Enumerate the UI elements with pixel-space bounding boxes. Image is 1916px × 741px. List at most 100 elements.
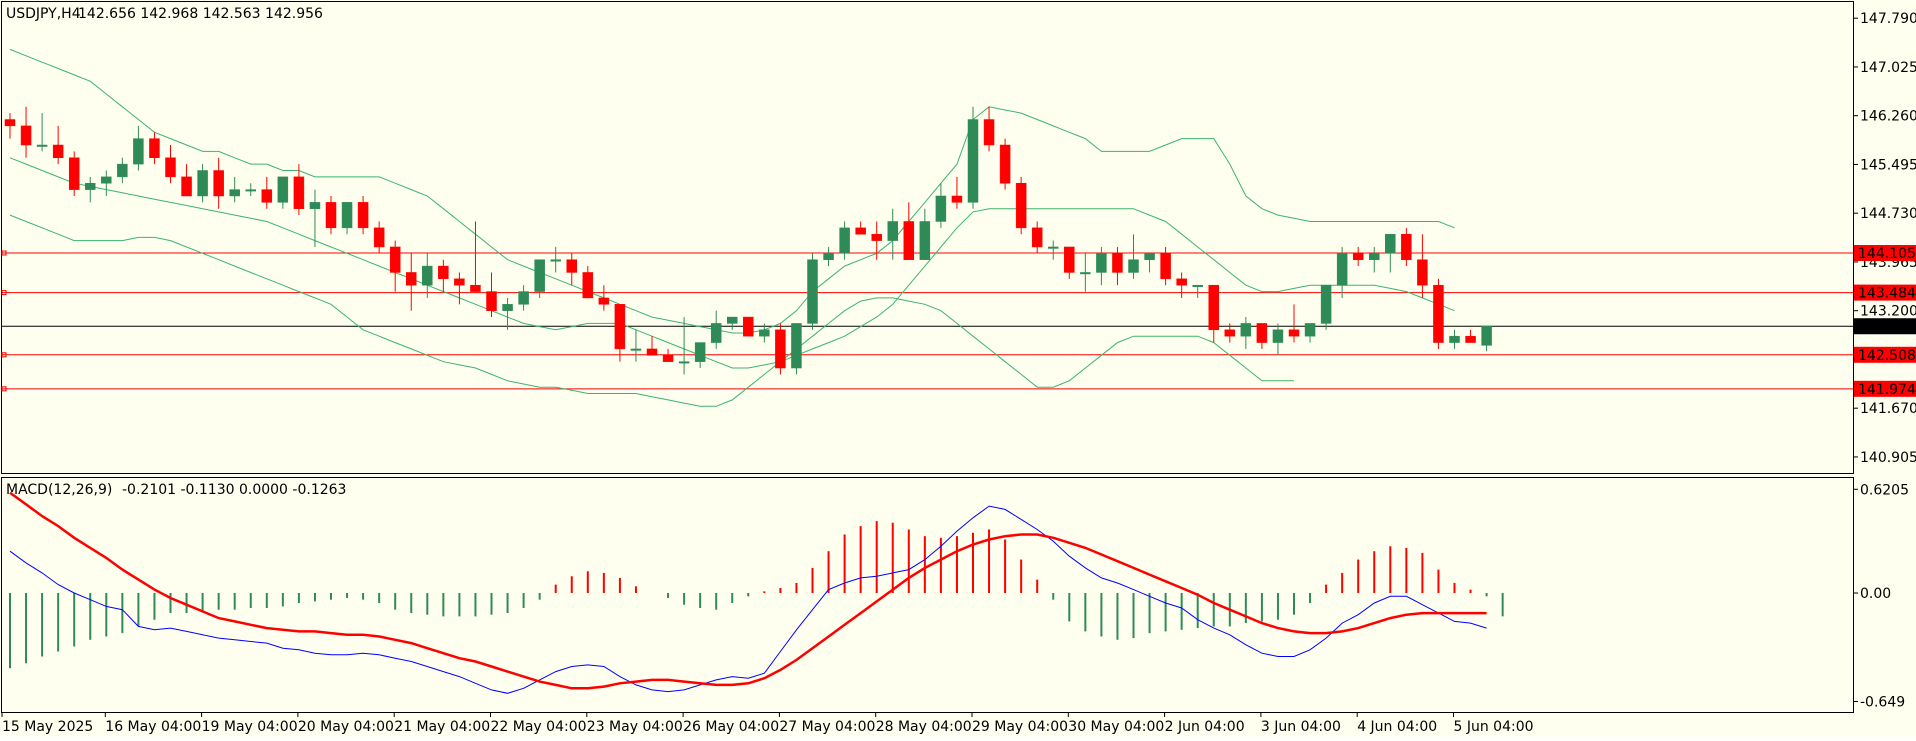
price-tick-label: 146.260 [1860,109,1916,125]
time-tick-label: 21 May 04:00 [394,719,490,735]
candle-body [983,119,995,146]
axes: 147.790147.025146.260145.495144.730143.9… [1,11,1916,735]
candle-body [197,170,208,197]
level-marker [1,290,7,296]
candle-body [85,182,96,190]
level-price-label: 143.484 [1858,286,1916,302]
candle-body [422,265,433,286]
bollinger-middle-line [9,157,1455,369]
macd-pane-frame [1,477,1854,713]
candle-body [36,144,48,147]
candle-body [999,144,1011,184]
candle-body [470,284,481,292]
price-tick-label: 147.790 [1860,11,1916,27]
candle-body [839,227,850,254]
candle-body [710,323,722,343]
candle-body [165,157,176,178]
candle-body [1112,253,1123,273]
time-tick-label: 3 Jun 04:00 [1261,719,1341,735]
candle-body [1369,253,1380,260]
candle-body [743,316,754,337]
ohlc-readout: 142.656 142.968 142.563 142.956 [78,6,323,22]
candle-body [486,291,497,311]
level-price-label: 144.105 [1858,246,1916,262]
time-tick-label: 22 May 04:00 [491,719,587,735]
candle-body [181,176,192,197]
candle-body [1144,253,1155,260]
candle-body [967,119,979,203]
candle-body [1224,329,1236,337]
candle-body [518,291,529,305]
time-tick-label: 15 May 2025 [2,719,93,735]
candle-body [1240,323,1252,337]
macd-tick-label: 0.6205 [1860,482,1909,498]
candle-body [887,221,898,241]
candle-body [1015,182,1027,229]
macd-tick-label: 0.00 [1860,586,1891,602]
candle-body [534,259,545,292]
current-price-label: 142.956 [1858,319,1916,335]
level-marker [1,250,7,256]
candle-body [694,342,706,362]
candle-body [630,348,642,351]
candle-body [727,316,738,324]
price-pane [1,48,1853,407]
candle-body [1048,246,1059,249]
candle-body [919,221,931,260]
candle-body [1031,227,1043,248]
candle-body [662,355,674,362]
candle-body [775,329,786,369]
candle-body [373,227,385,248]
candle-body [406,272,417,286]
symbol-label: USDJPY,H4 [6,6,81,22]
level-price-label: 141.974 [1858,382,1916,398]
bollinger-upper-line [9,48,1455,334]
candle-body [1064,246,1075,273]
candle-body [823,253,834,260]
macd-values: -0.2101 -0.1130 0.0000 -0.1263 [122,482,346,498]
bollinger-lower-line [9,214,1294,407]
time-tick-label: 27 May 04:00 [779,719,875,735]
candle-body [68,157,80,190]
price-pane-frame [1,1,1854,474]
level-marker [1,386,7,392]
candle-body [1288,329,1300,337]
macd-pane [9,491,1504,694]
candle-body [951,195,963,203]
candle-body [133,138,144,165]
candle-body [101,176,112,184]
time-tick-label: 19 May 04:00 [202,719,298,735]
time-tick-label: 20 May 04:00 [298,719,394,735]
candle-body [149,138,160,159]
candle-body [389,246,401,273]
candle-body [1256,323,1268,343]
candle-body [261,189,273,203]
candle-body [871,233,882,241]
candle-body [1096,253,1107,273]
candle-body [1160,253,1171,280]
candle-body [309,202,321,209]
candle-body [502,304,513,311]
time-tick-label: 2 Jun 04:00 [1165,719,1245,735]
candle-body [1465,335,1476,343]
time-tick-label: 28 May 04:00 [876,719,972,735]
candle-body [1352,253,1364,260]
candle-body [759,329,770,337]
candle-body [4,119,16,127]
candle-body [1336,253,1348,286]
price-tick-label: 143.200 [1860,304,1916,320]
price-tick-label: 140.905 [1860,450,1916,466]
candle-body [454,278,465,286]
candle-body [1481,325,1492,346]
candle-body [550,259,561,262]
candle-body [614,304,626,350]
candle-body [1304,323,1316,337]
candle-body [1320,284,1332,324]
candle-body [1208,284,1219,331]
macd-label: MACD(12,26,9) [6,482,112,498]
candle-body [325,202,337,229]
candle-body [1401,233,1412,260]
price-tick-label: 147.025 [1860,60,1916,76]
